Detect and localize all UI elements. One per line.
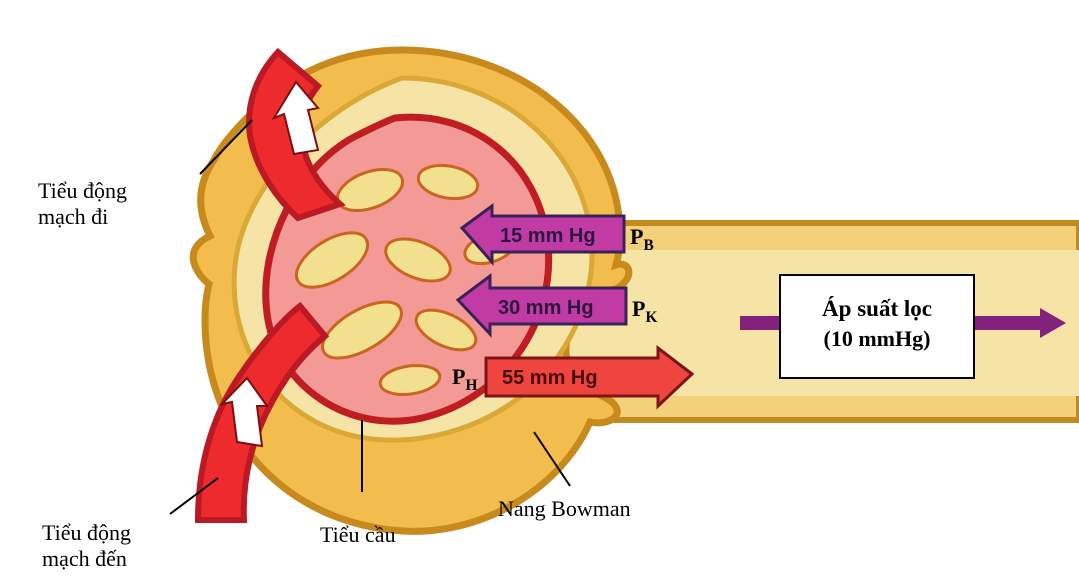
efferent-label-line2: mạch đi [38, 204, 108, 229]
net-pressure-box: Áp suất lọc (10 mmHg) [780, 275, 974, 378]
afferent-label-line1: Tiểu động [42, 520, 131, 545]
net-pressure-title: Áp suất lọc [822, 296, 932, 321]
ph-value: 55 mm Hg [502, 367, 598, 389]
pk-value: 30 mm Hg [498, 297, 594, 319]
bowmans-capsule-label: Nang Bowman [498, 496, 631, 521]
glomerulus-label: Tiểu cầu [320, 522, 396, 547]
ph-pressure-arrow: 55 mm Hg [486, 348, 692, 406]
pb-value: 15 mm Hg [500, 225, 596, 247]
afferent-label-line2: mạch đến [42, 546, 127, 571]
efferent-label-line1: Tiểu động [38, 178, 127, 203]
net-pressure-value: (10 mmHg) [824, 326, 931, 351]
glomerulus-pressure-diagram: 15 mm Hg PB 30 mm Hg PK 55 mm Hg PH Áp s… [0, 0, 1079, 581]
